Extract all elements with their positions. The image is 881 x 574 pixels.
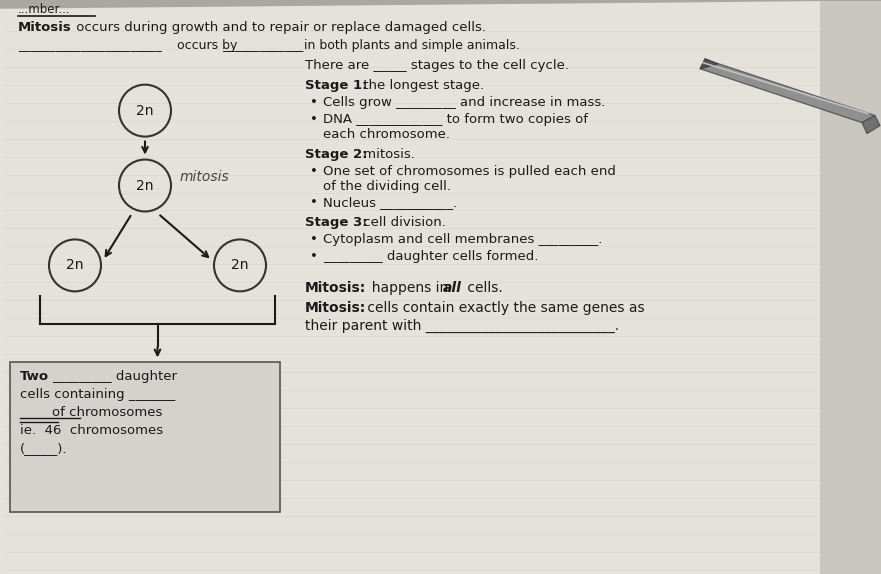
Text: _______________________: _______________________ [18, 38, 162, 52]
Text: 2n: 2n [137, 104, 154, 118]
Polygon shape [862, 115, 880, 134]
Text: occurs by: occurs by [173, 38, 241, 52]
Text: occurs during growth and to repair or replace damaged cells.: occurs during growth and to repair or re… [72, 21, 486, 34]
Text: each chromosome.: each chromosome. [323, 127, 450, 141]
Text: all: all [443, 281, 462, 296]
Text: happens in: happens in [363, 281, 453, 296]
Text: 2n: 2n [66, 258, 84, 273]
Polygon shape [820, 1, 881, 574]
Text: Mitosis:: Mitosis: [305, 301, 366, 315]
Polygon shape [700, 64, 875, 123]
Polygon shape [700, 59, 718, 69]
Text: cells containing _______: cells containing _______ [20, 388, 175, 401]
Text: mitosis.: mitosis. [359, 148, 415, 161]
Text: ie.  46  chromosomes: ie. 46 chromosomes [20, 424, 163, 437]
Text: cells contain exactly the same genes as: cells contain exactly the same genes as [363, 301, 645, 315]
Text: of the dividing cell.: of the dividing cell. [323, 180, 451, 192]
Text: 2n: 2n [137, 179, 154, 192]
Text: Stage 3:: Stage 3: [305, 216, 367, 230]
Text: Stage 2:: Stage 2: [305, 148, 367, 161]
Text: •: • [310, 165, 318, 177]
Text: •: • [310, 250, 318, 263]
Text: Mitosis:: Mitosis: [305, 281, 366, 296]
Text: the longest stage.: the longest stage. [359, 79, 485, 92]
Text: cells.: cells. [463, 281, 503, 296]
Text: Stage 1:: Stage 1: [305, 79, 367, 92]
Text: mitosis: mitosis [180, 169, 230, 184]
Text: Cytoplasm and cell membranes _________.: Cytoplasm and cell membranes _________. [323, 234, 603, 246]
Text: cell division.: cell division. [359, 216, 446, 230]
Text: (_____).: (_____). [20, 442, 68, 455]
Text: DNA _____________ to form two copies of: DNA _____________ to form two copies of [323, 113, 588, 126]
Text: _____________: _____________ [222, 38, 303, 52]
Text: •: • [310, 196, 318, 210]
Text: Nucleus ___________.: Nucleus ___________. [323, 196, 457, 210]
Text: in both plants and simple animals.: in both plants and simple animals. [300, 38, 520, 52]
Text: _________ daughter: _________ daughter [52, 370, 177, 383]
Text: Cells grow _________ and increase in mass.: Cells grow _________ and increase in mas… [323, 96, 605, 108]
Text: •: • [310, 113, 318, 126]
Text: •: • [310, 234, 318, 246]
Text: 2n: 2n [231, 258, 248, 273]
Text: _________ daughter cells formed.: _________ daughter cells formed. [323, 250, 538, 263]
Text: Two: Two [20, 370, 49, 383]
Text: their parent with ___________________________.: their parent with ______________________… [305, 319, 619, 333]
Text: of chromosomes: of chromosomes [52, 406, 162, 419]
Text: There are _____ stages to the cell cycle.: There are _____ stages to the cell cycle… [305, 59, 569, 72]
Text: One set of chromosomes is pulled each end: One set of chromosomes is pulled each en… [323, 165, 616, 177]
FancyBboxPatch shape [10, 362, 280, 512]
Text: Mitosis: Mitosis [18, 21, 71, 34]
Text: •: • [310, 96, 318, 108]
Text: ...mber...: ...mber... [18, 3, 70, 15]
